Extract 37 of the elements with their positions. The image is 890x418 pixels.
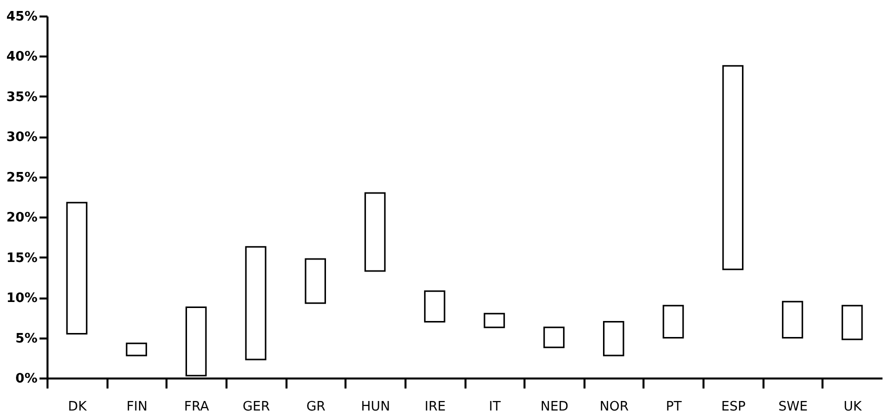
bar — [484, 312, 505, 328]
y-tick-label: 20% — [6, 210, 38, 226]
x-tick-label: DK — [68, 400, 88, 414]
y-tick-label: 25% — [6, 170, 38, 186]
bar — [782, 300, 804, 339]
x-tick-label: GER — [242, 400, 270, 414]
bar — [66, 202, 88, 335]
x-tick-label: PT — [666, 400, 682, 414]
y-tick-label: 45% — [6, 10, 38, 24]
y-tick-label: 5% — [15, 331, 38, 346]
bar — [722, 65, 744, 270]
bar — [662, 304, 684, 339]
y-tick-label: 40% — [6, 50, 38, 65]
x-tick-label: IRE — [424, 400, 446, 414]
bar — [603, 320, 624, 356]
x-tick-label: UK — [844, 400, 862, 414]
x-tick-label: FRA — [184, 400, 210, 414]
y-tick-label: 35% — [6, 90, 38, 105]
x-tick-label: GR — [306, 400, 326, 414]
y-tick-label: 30% — [6, 130, 38, 146]
x-tick-label: ESP — [721, 400, 746, 414]
x-tick-label: FIN — [126, 400, 148, 414]
bar — [126, 342, 148, 356]
y-tick-label: 10% — [6, 291, 38, 306]
y-tick-label: 15% — [6, 250, 38, 266]
x-tick-label: SWE — [778, 400, 808, 414]
x-tick-label: NED — [540, 400, 568, 414]
bar — [364, 192, 386, 272]
bar — [842, 304, 863, 340]
y-tick-label: 0% — [15, 372, 38, 386]
x-tick-label: NOR — [600, 400, 629, 414]
bar — [424, 290, 446, 322]
bar — [304, 258, 326, 304]
x-tick-label: HUN — [361, 400, 390, 414]
bar — [245, 246, 266, 360]
bar — [543, 326, 565, 348]
x-tick-label: IT — [488, 400, 501, 414]
